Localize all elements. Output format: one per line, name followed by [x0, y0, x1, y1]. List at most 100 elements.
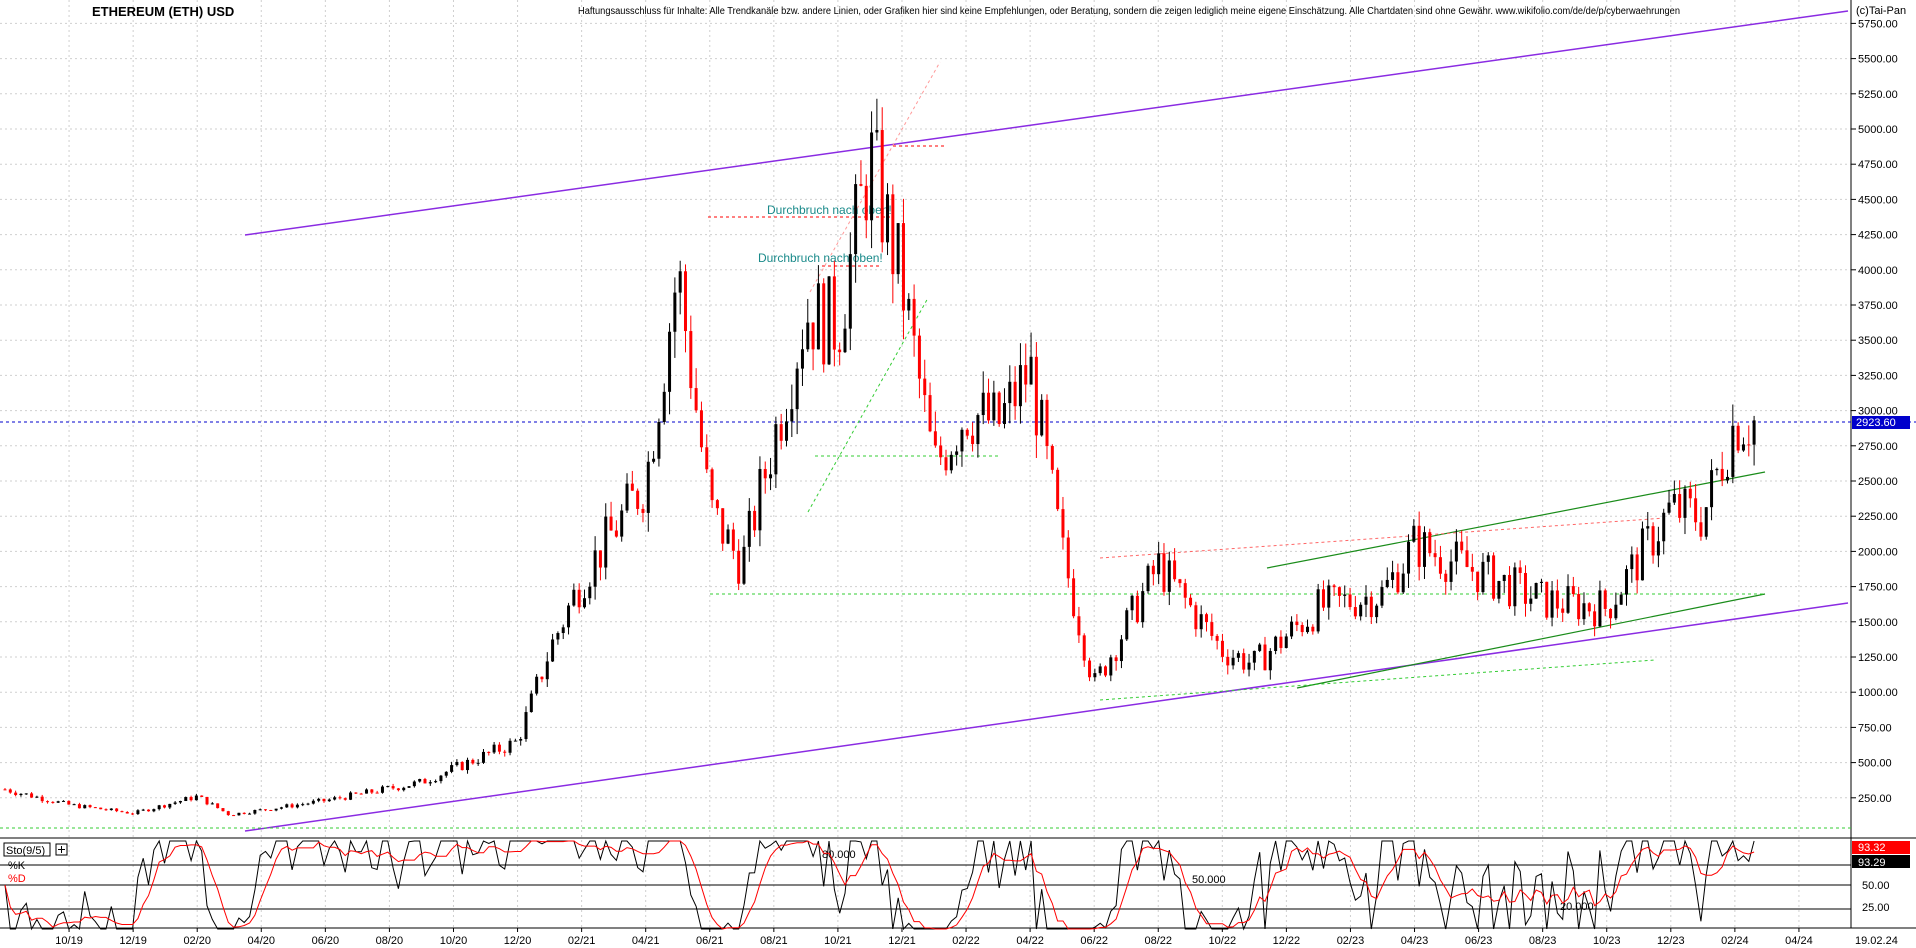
- candle-body: [1694, 498, 1698, 523]
- candle-body: [1332, 585, 1336, 588]
- candle-body: [1024, 365, 1028, 385]
- candle-body: [1258, 644, 1262, 651]
- candle-body: [753, 510, 757, 531]
- candle-body: [933, 431, 937, 446]
- candle-body: [981, 392, 985, 416]
- candle-body: [864, 185, 868, 221]
- candle-body: [248, 813, 252, 815]
- candle-body: [1098, 666, 1102, 674]
- candle-body: [1215, 635, 1219, 641]
- candle-body: [1311, 626, 1315, 632]
- candle-body: [168, 803, 172, 808]
- candle-body: [1407, 541, 1411, 574]
- candle-body: [1050, 446, 1054, 470]
- candle-body: [19, 793, 23, 796]
- candle-body: [880, 130, 884, 243]
- candle-body: [1497, 580, 1501, 599]
- candle-body: [216, 803, 220, 809]
- sto-d-tag: [1852, 855, 1910, 868]
- candle-body: [763, 468, 767, 479]
- candle-body: [683, 271, 687, 332]
- candle-body: [1662, 512, 1666, 542]
- candle-body: [1359, 604, 1363, 617]
- plus-box-icon[interactable]: [55, 843, 68, 856]
- x-tick-label: 06/22: [1080, 935, 1108, 947]
- candle-body: [1651, 526, 1655, 556]
- y-tick-label: 3000.00: [1858, 406, 1898, 418]
- candle-body: [795, 368, 799, 410]
- price-series: [3, 98, 1756, 817]
- x-tick-label: 12/19: [119, 935, 147, 947]
- candle-body: [1263, 644, 1267, 671]
- candle-body: [359, 793, 363, 795]
- candle-body: [1422, 532, 1426, 567]
- candle-body: [577, 589, 581, 608]
- candle-body: [1609, 608, 1613, 619]
- candle-body: [1130, 595, 1134, 611]
- candle-body: [1492, 555, 1496, 599]
- x-tick-label: 10/20: [440, 935, 468, 947]
- candle-body: [492, 744, 496, 753]
- candle-body: [1566, 586, 1570, 613]
- x-tick-label: 12/23: [1657, 935, 1685, 947]
- candle-body: [992, 392, 996, 421]
- candle-body: [1720, 468, 1724, 481]
- candle-body: [668, 331, 672, 392]
- candle-body: [1109, 657, 1113, 676]
- candle-body: [120, 811, 124, 813]
- candle-body: [1726, 476, 1730, 481]
- candle-body: [88, 805, 92, 808]
- candle-body: [1316, 589, 1320, 632]
- x-tick-label: 10/23: [1593, 935, 1621, 947]
- candle-body: [242, 812, 246, 814]
- candle-body: [662, 391, 666, 422]
- candle-body: [705, 447, 709, 470]
- candle-body: [1561, 608, 1565, 613]
- candle-body: [1231, 657, 1235, 666]
- candle-body: [710, 469, 714, 501]
- candle-body: [955, 451, 959, 455]
- candle-body: [1683, 488, 1687, 518]
- disclaimer: Haftungsausschluss für Inhalte: Alle Tre…: [578, 6, 1680, 17]
- candle-body: [1513, 567, 1517, 607]
- sto-k-value: 93.32: [1858, 842, 1886, 854]
- candle-body: [827, 276, 831, 365]
- lower-green-trend: [1296, 593, 1766, 689]
- candle-body: [1343, 594, 1347, 596]
- y-tick-label: 2750.00: [1858, 441, 1898, 453]
- candle-body: [1072, 578, 1076, 617]
- candle-body: [439, 775, 443, 782]
- candle-body: [258, 809, 262, 811]
- candle-body: [1502, 574, 1506, 581]
- candle-body: [928, 395, 932, 432]
- candle-body: [189, 797, 193, 801]
- candle-body: [1045, 399, 1049, 447]
- candle-body: [1194, 605, 1198, 630]
- candle-body: [72, 804, 76, 806]
- candle-body: [141, 809, 145, 811]
- candle-body: [838, 349, 842, 353]
- candle-body: [455, 761, 459, 766]
- y-tick-label: 2000.00: [1858, 546, 1898, 558]
- y-tick-label: 3750.00: [1858, 300, 1898, 312]
- candle-body: [338, 797, 342, 799]
- candle-body: [466, 759, 470, 771]
- candle-body: [1247, 662, 1251, 670]
- candle-body: [1603, 590, 1607, 609]
- candle-body: [854, 184, 858, 255]
- candle-body: [306, 803, 310, 805]
- candle-body: [269, 809, 273, 811]
- upper-green-trend: [1266, 471, 1766, 569]
- candle-body: [1731, 425, 1735, 477]
- candle-body: [1300, 625, 1304, 633]
- candle-body: [136, 810, 140, 815]
- candle-body: [912, 298, 916, 336]
- candle-body: [1375, 605, 1379, 618]
- candle-body: [418, 779, 422, 782]
- candle-body: [1369, 596, 1373, 618]
- candle-body: [1385, 579, 1389, 588]
- candle-body: [1226, 656, 1230, 666]
- candle-body: [726, 529, 730, 544]
- candle-body: [1018, 365, 1022, 407]
- candle-body: [1539, 581, 1543, 584]
